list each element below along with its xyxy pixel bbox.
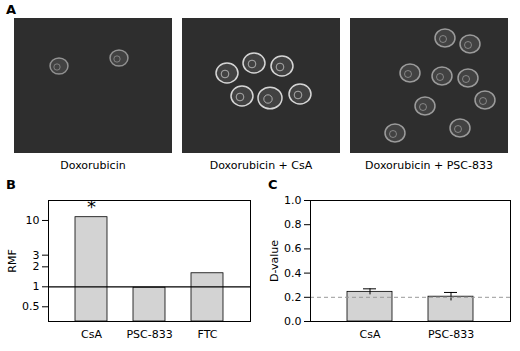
svg-text:PSC-833: PSC-833	[126, 328, 172, 341]
svg-text:1.0: 1.0	[284, 194, 302, 207]
svg-text:0.4: 0.4	[284, 267, 302, 280]
svg-text:0.2: 0.2	[284, 291, 302, 304]
svg-text:Doxorubicin + CsA: Doxorubicin + CsA	[210, 159, 313, 172]
svg-text:10: 10	[26, 214, 40, 227]
svg-text:2: 2	[33, 260, 40, 273]
svg-text:RMF: RMF	[6, 249, 19, 272]
svg-text:FTC: FTC	[198, 328, 218, 341]
svg-text:0.8: 0.8	[284, 218, 302, 231]
svg-text:0.6: 0.6	[284, 242, 302, 255]
svg-text:A: A	[6, 2, 16, 17]
svg-text:0.0: 0.0	[284, 315, 302, 328]
svg-text:CsA: CsA	[81, 328, 102, 341]
svg-text:PSC-833: PSC-833	[428, 328, 474, 341]
svg-text:Doxorubicin + PSC-833: Doxorubicin + PSC-833	[365, 159, 493, 172]
html-text:C: C	[268, 177, 278, 192]
html-text:B: B	[6, 177, 16, 192]
svg-text:0.5: 0.5	[22, 300, 40, 313]
svg-text:CsA: CsA	[360, 328, 381, 341]
svg-text:3: 3	[33, 249, 40, 262]
svg-text:*: *	[87, 196, 96, 217]
svg-text:Doxorubicin: Doxorubicin	[60, 159, 125, 172]
svg-text:1: 1	[33, 280, 40, 293]
svg-text:D-value: D-value	[268, 240, 281, 282]
